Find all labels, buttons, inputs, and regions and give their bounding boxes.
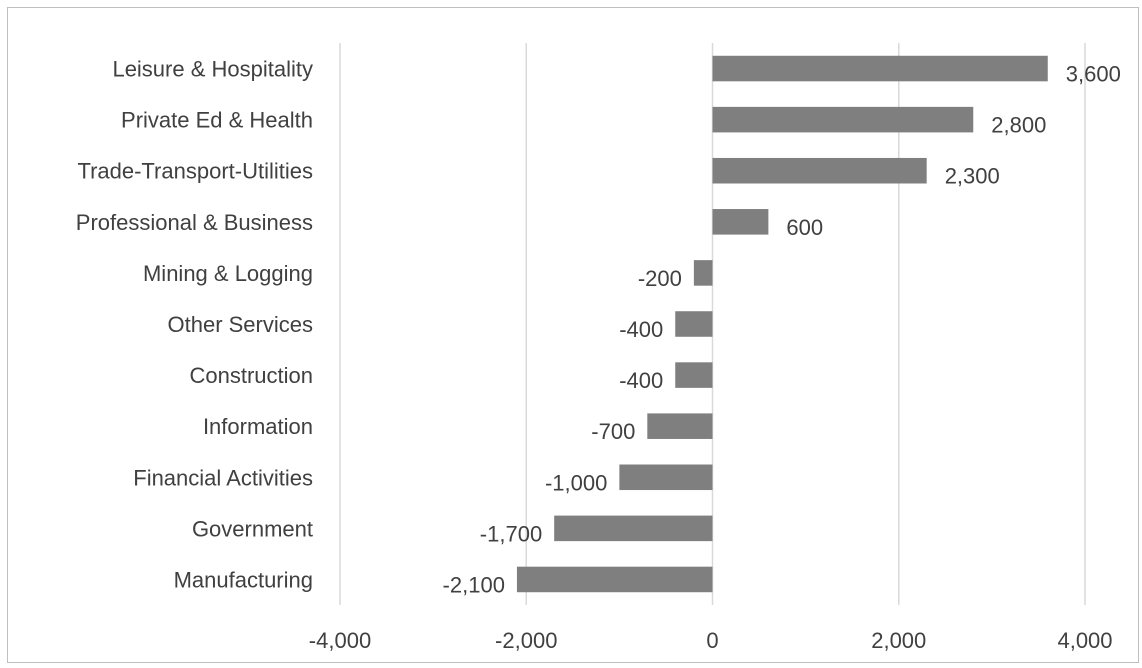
category-label: Other Services bbox=[168, 312, 314, 337]
category-label: Leisure & Hospitality bbox=[112, 57, 313, 82]
labels: -4,000 -2,000 0 2,000 4,000 Leisure & Hospita… bbox=[76, 57, 1121, 653]
data-label: 2,800 bbox=[991, 113, 1046, 138]
bar bbox=[647, 413, 713, 439]
bar bbox=[712, 106, 974, 133]
category-label: Mining & Logging bbox=[143, 261, 313, 286]
x-tick-label: 4,000 bbox=[1057, 628, 1112, 653]
data-label: -1,000 bbox=[545, 470, 607, 495]
x-tick-label: 0 bbox=[706, 628, 718, 653]
category-label: Private Ed & Health bbox=[121, 108, 313, 133]
bar bbox=[712, 55, 1048, 82]
category-label: Information bbox=[203, 414, 313, 439]
category-label: Trade-Transport-Utilities bbox=[77, 159, 313, 184]
data-label: -1,700 bbox=[480, 521, 542, 546]
x-tick-label: -2,000 bbox=[495, 628, 557, 653]
bar bbox=[712, 209, 769, 235]
x-tick-label: 2,000 bbox=[871, 628, 926, 653]
data-label: 2,300 bbox=[945, 164, 1000, 189]
gridlines bbox=[339, 43, 1086, 605]
data-label: -400 bbox=[619, 368, 663, 393]
category-label: Manufacturing bbox=[174, 567, 313, 592]
bar bbox=[712, 157, 927, 184]
data-label: -200 bbox=[638, 266, 682, 291]
bar bbox=[516, 566, 713, 593]
x-tick-label: -4,000 bbox=[309, 628, 371, 653]
bar bbox=[675, 311, 713, 337]
data-label: -400 bbox=[619, 317, 663, 342]
category-label: Financial Activities bbox=[133, 465, 313, 490]
bars bbox=[516, 55, 1048, 593]
bar bbox=[554, 515, 713, 542]
data-label: -700 bbox=[591, 419, 635, 444]
category-label: Construction bbox=[189, 363, 313, 388]
category-label: Government bbox=[192, 516, 313, 541]
data-label: -2,100 bbox=[443, 572, 505, 597]
data-label: 3,600 bbox=[1066, 62, 1121, 87]
bar bbox=[675, 362, 713, 388]
data-label: 600 bbox=[786, 215, 823, 240]
category-label: Professional & Business bbox=[76, 210, 313, 235]
bar bbox=[619, 464, 713, 491]
bar bbox=[693, 260, 713, 286]
